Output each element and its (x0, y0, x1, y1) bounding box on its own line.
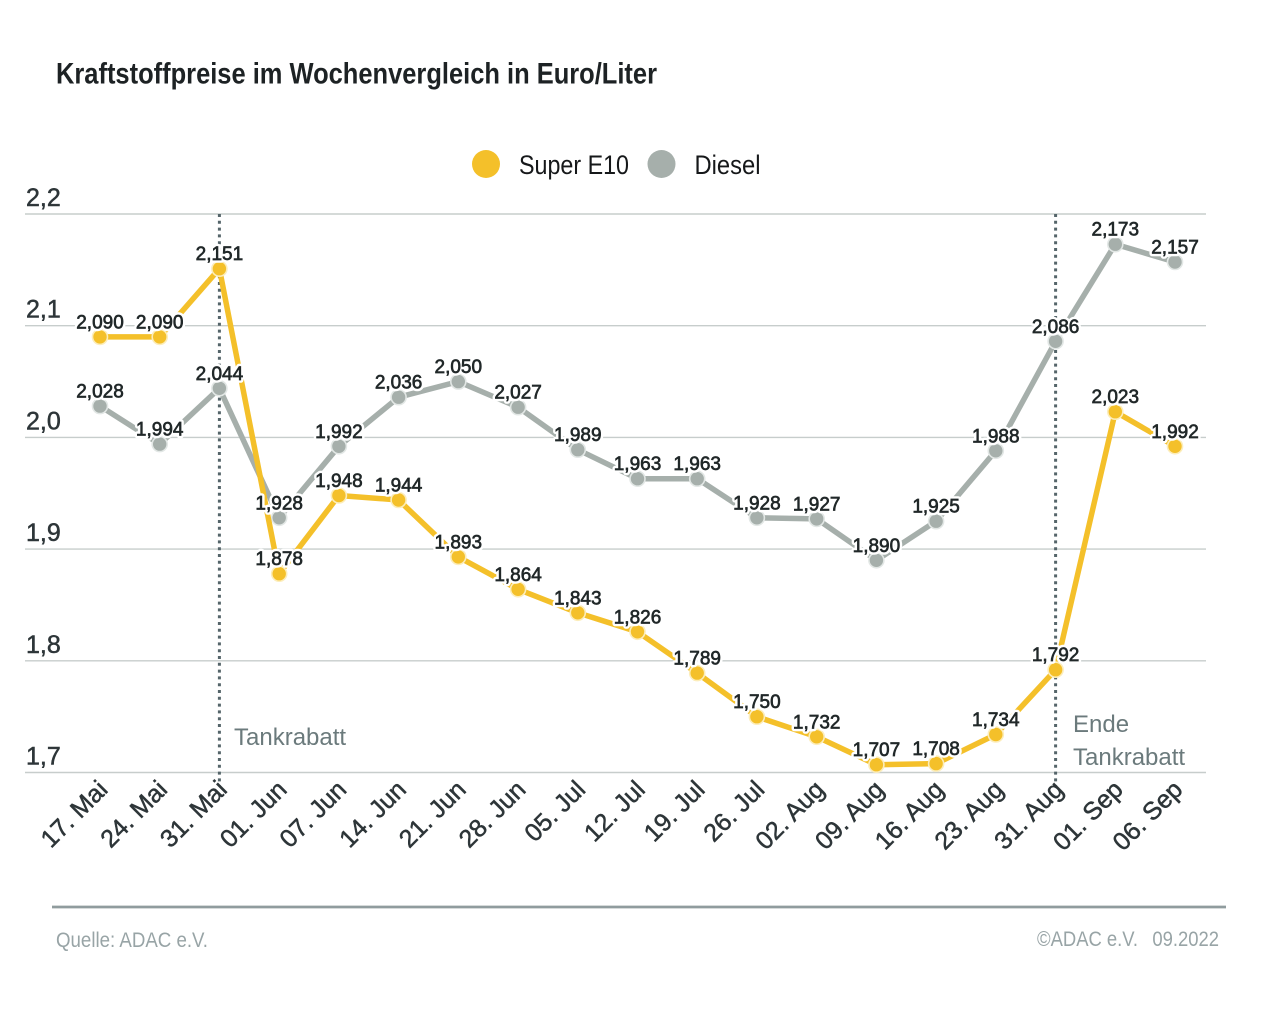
svg-text:2,036: 2,036 (375, 373, 423, 394)
svg-text:1,707: 1,707 (853, 740, 901, 761)
svg-text:2,1: 2,1 (26, 296, 61, 324)
svg-text:1,989: 1,989 (554, 425, 602, 446)
svg-text:2,027: 2,027 (494, 383, 542, 404)
svg-text:1,992: 1,992 (1151, 422, 1199, 443)
svg-text:1,707: 1,707 (853, 740, 901, 761)
svg-text:1,963: 1,963 (673, 454, 721, 475)
svg-text:1,928: 1,928 (255, 493, 303, 514)
svg-text:1,992: 1,992 (315, 422, 363, 443)
svg-text:1,792: 1,792 (1032, 645, 1080, 666)
svg-text:1,989: 1,989 (554, 425, 602, 446)
svg-text:1,928: 1,928 (733, 493, 781, 514)
svg-text:1,789: 1,789 (673, 649, 721, 670)
svg-text:2,044: 2,044 (196, 364, 244, 385)
svg-text:1,928: 1,928 (255, 493, 303, 514)
svg-text:2,050: 2,050 (435, 357, 483, 378)
svg-text:1,750: 1,750 (733, 692, 781, 713)
svg-text:2,050: 2,050 (435, 357, 483, 378)
svg-text:1,734: 1,734 (972, 710, 1020, 731)
svg-text:2,036: 2,036 (375, 373, 423, 394)
svg-text:1,8: 1,8 (26, 631, 61, 659)
svg-text:2,090: 2,090 (136, 312, 184, 333)
svg-text:1,7: 1,7 (26, 743, 61, 771)
svg-text:1,843: 1,843 (554, 588, 602, 609)
svg-text:1,927: 1,927 (793, 494, 841, 515)
svg-text:1,988: 1,988 (972, 426, 1020, 447)
svg-text:1,992: 1,992 (1151, 422, 1199, 443)
svg-text:1,992: 1,992 (315, 422, 363, 443)
svg-text:1,944: 1,944 (375, 476, 423, 497)
svg-text:Kraftstoffpreise im Wochenverg: Kraftstoffpreise im Wochenvergleich in E… (56, 58, 657, 91)
svg-text:1,994: 1,994 (136, 420, 184, 441)
svg-text:1,878: 1,878 (255, 549, 303, 570)
svg-text:1,864: 1,864 (494, 565, 542, 586)
svg-text:1,944: 1,944 (375, 476, 423, 497)
svg-text:1,826: 1,826 (614, 607, 662, 628)
svg-text:1,893: 1,893 (435, 532, 483, 553)
svg-text:1,734: 1,734 (972, 710, 1020, 731)
svg-text:1,792: 1,792 (1032, 645, 1080, 666)
svg-text:1,925: 1,925 (912, 497, 960, 518)
svg-text:1,963: 1,963 (673, 454, 721, 475)
svg-text:2,0: 2,0 (26, 407, 61, 435)
svg-text:2,027: 2,027 (494, 383, 542, 404)
svg-text:2,151: 2,151 (196, 244, 244, 265)
svg-text:1,994: 1,994 (136, 420, 184, 441)
svg-text:1,864: 1,864 (494, 565, 542, 586)
svg-text:1,826: 1,826 (614, 607, 662, 628)
svg-text:1,925: 1,925 (912, 497, 960, 518)
svg-text:2,173: 2,173 (1092, 220, 1140, 241)
svg-text:2,090: 2,090 (136, 312, 184, 333)
svg-text:1,789: 1,789 (673, 649, 721, 670)
svg-text:1,927: 1,927 (793, 494, 841, 515)
svg-text:Quelle: ADAC e.V.: Quelle: ADAC e.V. (56, 929, 208, 952)
svg-text:Diesel: Diesel (695, 150, 761, 180)
svg-text:1,890: 1,890 (853, 536, 901, 557)
svg-text:2,086: 2,086 (1032, 317, 1080, 338)
svg-text:1,732: 1,732 (793, 712, 841, 733)
svg-text:Tankrabatt: Tankrabatt (234, 724, 346, 751)
svg-text:2,173: 2,173 (1092, 220, 1140, 241)
svg-text:2,157: 2,157 (1151, 238, 1199, 259)
svg-text:1,750: 1,750 (733, 692, 781, 713)
svg-text:2,151: 2,151 (196, 244, 244, 265)
svg-text:2,028: 2,028 (76, 382, 124, 403)
svg-text:1,708: 1,708 (912, 739, 960, 760)
svg-text:2,090: 2,090 (76, 312, 124, 333)
svg-text:1,732: 1,732 (793, 712, 841, 733)
svg-text:1,948: 1,948 (315, 471, 363, 492)
svg-text:Tankrabatt: Tankrabatt (1073, 744, 1185, 771)
svg-text:1,878: 1,878 (255, 549, 303, 570)
svg-text:2,2: 2,2 (26, 184, 61, 212)
svg-text:1,9: 1,9 (26, 519, 61, 547)
svg-text:1,963: 1,963 (614, 454, 662, 475)
svg-text:Ende: Ende (1073, 711, 1129, 738)
svg-text:1,708: 1,708 (912, 739, 960, 760)
svg-text:2,157: 2,157 (1151, 238, 1199, 259)
svg-text:2,023: 2,023 (1092, 387, 1140, 408)
svg-text:2,044: 2,044 (196, 364, 244, 385)
svg-text:1,928: 1,928 (733, 493, 781, 514)
svg-text:Super E10: Super E10 (519, 150, 629, 180)
svg-text:2,028: 2,028 (76, 382, 124, 403)
svg-text:©ADAC e.V. 09.2022: ©ADAC e.V. 09.2022 (1037, 928, 1219, 951)
svg-text:1,843: 1,843 (554, 588, 602, 609)
svg-text:2,090: 2,090 (76, 312, 124, 333)
svg-text:1,948: 1,948 (315, 471, 363, 492)
svg-text:2,023: 2,023 (1092, 387, 1140, 408)
svg-text:1,988: 1,988 (972, 426, 1020, 447)
svg-text:2,086: 2,086 (1032, 317, 1080, 338)
svg-text:1,963: 1,963 (614, 454, 662, 475)
svg-text:1,890: 1,890 (853, 536, 901, 557)
svg-text:1,893: 1,893 (435, 532, 483, 553)
